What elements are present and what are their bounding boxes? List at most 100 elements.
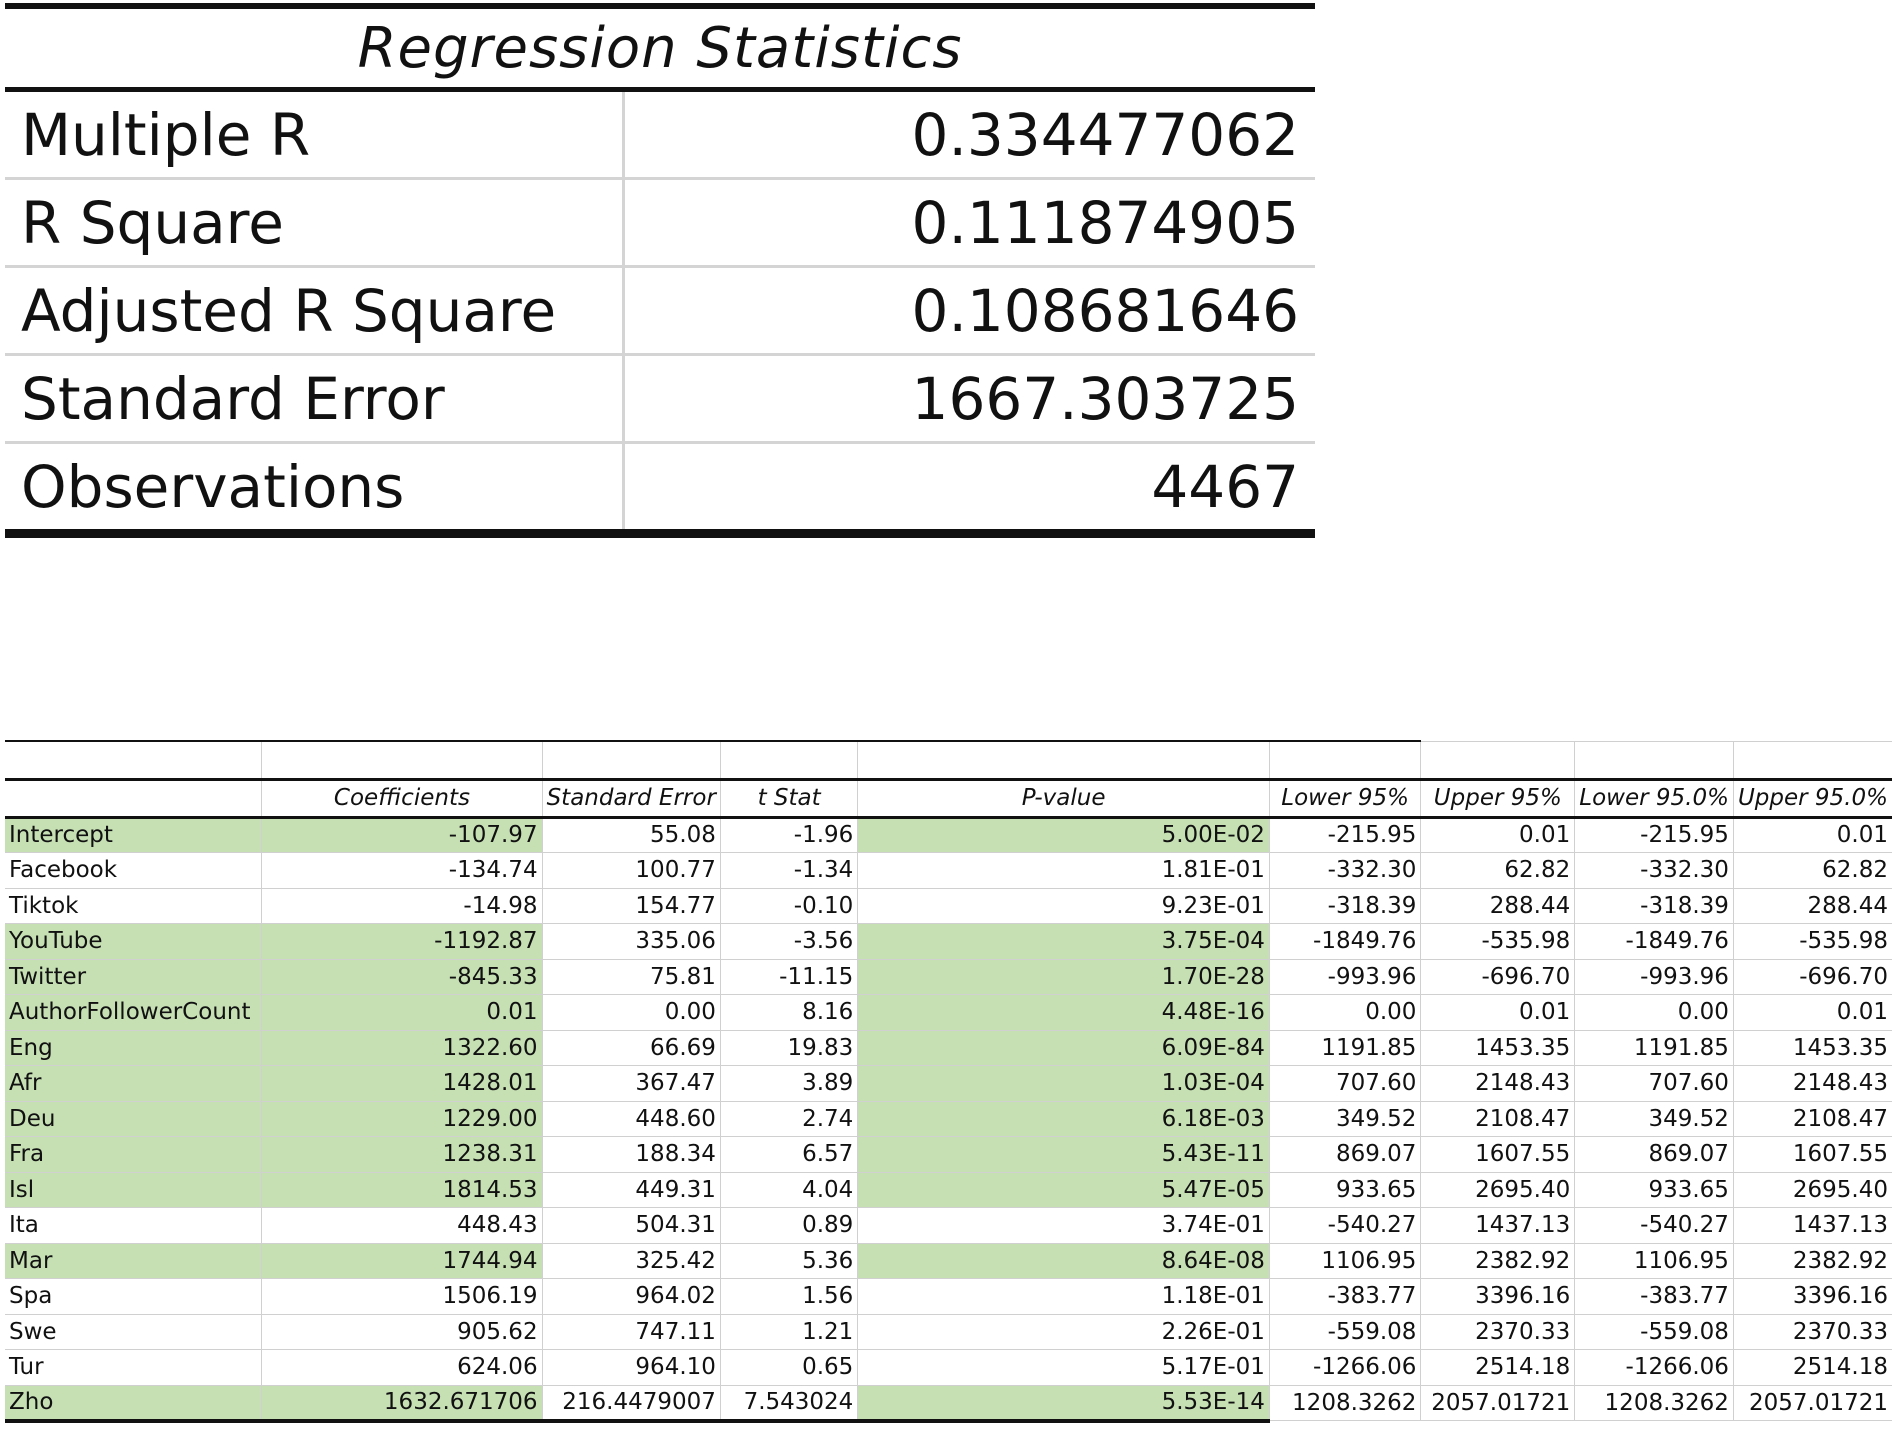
- variable-cell: Ita: [5, 1207, 262, 1244]
- t-stat-cell: 3.89: [719, 1065, 858, 1102]
- stat-label: Multiple R: [5, 92, 625, 177]
- table-row: Twitter -845.33 75.81 -11.15 1.70E-28 -993.96…: [5, 959, 1892, 995]
- p-value-cell: 6.18E-03: [857, 1101, 1270, 1137]
- table-row: Swe 905.62 747.11 1.21 2.26E-01 -559.08 2370.3…: [5, 1314, 1892, 1350]
- upper-95-0-cell: 2695.40: [1732, 1172, 1892, 1208]
- t-stat-cell: 8.16: [719, 994, 858, 1031]
- p-value-cell: 1.70E-28: [857, 959, 1270, 995]
- header-cell: P-value: [857, 777, 1270, 819]
- blank-cell: [541, 740, 721, 780]
- p-value-cell: 5.47E-05: [857, 1172, 1270, 1208]
- variable-cell: Fra: [5, 1136, 262, 1173]
- p-value-cell: 4.48E-16: [857, 994, 1270, 1031]
- upper-95-0-cell: -535.98: [1732, 923, 1892, 960]
- lower-95-cell: -559.08: [1268, 1314, 1421, 1350]
- standard-error-cell: 504.31: [541, 1207, 721, 1244]
- lower-95-0-cell: 349.52: [1574, 1101, 1734, 1137]
- standard-error-cell: 188.34: [541, 1136, 721, 1173]
- variable-cell: Intercept: [5, 817, 262, 853]
- stat-row-standard-error: Standard Error 1667.303725: [5, 356, 1315, 444]
- lower-95-0-cell: 869.07: [1574, 1136, 1734, 1173]
- p-value-cell: 2.26E-01: [857, 1314, 1270, 1350]
- table-row: Afr 1428.01 367.47 3.89 1.03E-04 707.60 2148.4…: [5, 1065, 1892, 1102]
- stat-value: 0.108681646: [911, 276, 1299, 345]
- upper-95-0-cell: -696.70: [1732, 959, 1892, 995]
- variable-cell: YouTube: [5, 923, 262, 960]
- blank-cell: [719, 740, 858, 780]
- upper-95-cell: 0.01: [1420, 817, 1575, 853]
- lower-95-cell: -1266.06: [1268, 1349, 1421, 1386]
- upper-95-cell: 288.44: [1420, 888, 1575, 924]
- upper-95-cell: 2108.47: [1420, 1101, 1575, 1137]
- upper-95-0-cell: 2382.92: [1732, 1243, 1892, 1279]
- coefficient-cell: 1322.60: [261, 1030, 543, 1066]
- table-row: Isl 1814.53 449.31 4.04 5.47E-05 933.65 2695.4…: [5, 1172, 1892, 1208]
- coefficient-cell: -134.74: [261, 852, 543, 889]
- standard-error-cell: 325.42: [541, 1243, 721, 1279]
- t-stat-cell: 2.74: [719, 1101, 858, 1137]
- table-row: Eng 1322.60 66.69 19.83 6.09E-84 1191.85 1453.…: [5, 1030, 1892, 1066]
- upper-95-cell: 0.01: [1420, 994, 1575, 1031]
- standard-error-cell: 100.77: [541, 852, 721, 889]
- t-stat-cell: 0.89: [719, 1207, 858, 1244]
- variable-cell: Swe: [5, 1314, 262, 1350]
- upper-95-0-cell: 0.01: [1732, 817, 1892, 853]
- lower-95-cell: -1849.76: [1268, 923, 1421, 960]
- table-row: Fra 1238.31 188.34 6.57 5.43E-11 869.07 1607.5…: [5, 1136, 1892, 1173]
- upper-95-cell: 1437.13: [1420, 1207, 1575, 1244]
- standard-error-cell: 55.08: [541, 817, 721, 853]
- upper-95-0-cell: 1607.55: [1732, 1136, 1892, 1173]
- upper-95-cell: 2057.01721: [1420, 1385, 1575, 1421]
- header-cell: Lower 95%: [1268, 777, 1421, 819]
- coefficient-cell: -14.98: [261, 888, 543, 924]
- upper-95-0-cell: 2514.18: [1732, 1349, 1892, 1386]
- regression-statistics-title: Regression Statistics: [357, 15, 963, 81]
- variable-cell: Spa: [5, 1278, 262, 1315]
- blank-cell: [857, 740, 1270, 780]
- upper-95-0-cell: 2057.01721: [1732, 1385, 1892, 1421]
- upper-95-cell: 3396.16: [1420, 1278, 1575, 1315]
- table-row: Tiktok -14.98 154.77 -0.10 9.23E-01 -318.39 28…: [5, 888, 1892, 924]
- upper-95-0-cell: 1437.13: [1732, 1207, 1892, 1244]
- stat-label: R Square: [5, 180, 625, 265]
- upper-95-cell: 2695.40: [1420, 1172, 1575, 1208]
- lower-95-cell: -215.95: [1268, 817, 1421, 853]
- upper-95-cell: -696.70: [1420, 959, 1575, 995]
- lower-95-0-cell: -993.96: [1574, 959, 1734, 995]
- coefficient-cell: 1632.671706: [261, 1385, 543, 1423]
- table-row: YouTube -1192.87 335.06 -3.56 3.75E-04 -1849.…: [5, 923, 1892, 960]
- lower-95-cell: 707.60: [1268, 1065, 1421, 1102]
- variable-cell: Afr: [5, 1065, 262, 1102]
- upper-95-0-cell: 2148.43: [1732, 1065, 1892, 1102]
- p-value-cell: 3.75E-04: [857, 923, 1270, 960]
- t-stat-cell: -1.96: [719, 817, 858, 853]
- header-cell: Lower 95.0%: [1574, 777, 1734, 819]
- table-row: Tur 624.06 964.10 0.65 5.17E-01 -1266.06 2514.…: [5, 1349, 1892, 1386]
- standard-error-cell: 367.47: [541, 1065, 721, 1102]
- coefficients-table: Coefficients Standard Error t Stat P-val…: [5, 740, 1892, 1423]
- upper-95-0-cell: 2370.33: [1732, 1314, 1892, 1350]
- lower-95-cell: 1191.85: [1268, 1030, 1421, 1066]
- upper-95-cell: 2370.33: [1420, 1314, 1575, 1350]
- variable-cell: Tiktok: [5, 888, 262, 924]
- coefficient-cell: 448.43: [261, 1207, 543, 1244]
- lower-95-0-cell: 933.65: [1574, 1172, 1734, 1208]
- lower-95-cell: -318.39: [1268, 888, 1421, 924]
- lower-95-cell: -332.30: [1268, 852, 1421, 889]
- t-stat-cell: 6.57: [719, 1136, 858, 1173]
- lower-95-0-cell: -215.95: [1574, 817, 1734, 853]
- table-row: Zho 1632.671706 216.4479007 7.543024 5.53E-1…: [5, 1385, 1892, 1423]
- standard-error-cell: 747.11: [541, 1314, 721, 1350]
- stat-value: 4467: [1151, 452, 1299, 521]
- t-stat-cell: 5.36: [719, 1243, 858, 1279]
- lower-95-0-cell: 1106.95: [1574, 1243, 1734, 1279]
- coefficient-cell: 1229.00: [261, 1101, 543, 1137]
- standard-error-cell: 448.60: [541, 1101, 721, 1137]
- upper-95-cell: -535.98: [1420, 923, 1575, 960]
- upper-95-0-cell: 0.01: [1732, 994, 1892, 1031]
- variable-cell: Mar: [5, 1243, 262, 1279]
- coefficient-cell: 1428.01: [261, 1065, 543, 1102]
- p-value-cell: 1.03E-04: [857, 1065, 1270, 1102]
- t-stat-cell: 4.04: [719, 1172, 858, 1208]
- blank-row: [5, 740, 1892, 780]
